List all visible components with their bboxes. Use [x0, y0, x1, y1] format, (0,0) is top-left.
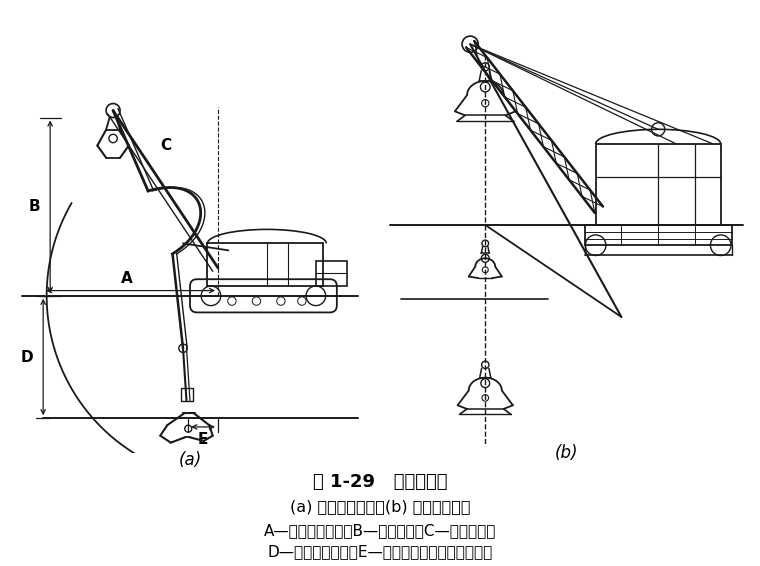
Text: A—最大挖土半径；B—卸土高度；C—卸土半径；: A—最大挖土半径；B—卸土高度；C—卸土半径； [264, 523, 496, 538]
Text: (a): (a) [179, 451, 201, 469]
Text: (b): (b) [555, 444, 578, 462]
Text: (a) 液压式抓铲机；(b) 绳索式抓铲机: (a) 液压式抓铲机；(b) 绳索式抓铲机 [290, 499, 470, 514]
Text: E: E [198, 432, 208, 447]
Text: B: B [29, 199, 40, 214]
Text: 图 1-29   抓铲挖土机: 图 1-29 抓铲挖土机 [313, 473, 447, 491]
Text: D—最大挖土深度；E—最大挖土深度时的挖土半径: D—最大挖土深度；E—最大挖土深度时的挖土半径 [268, 544, 492, 559]
Text: C: C [160, 138, 171, 153]
Text: D: D [21, 349, 33, 365]
Text: A: A [121, 271, 133, 286]
